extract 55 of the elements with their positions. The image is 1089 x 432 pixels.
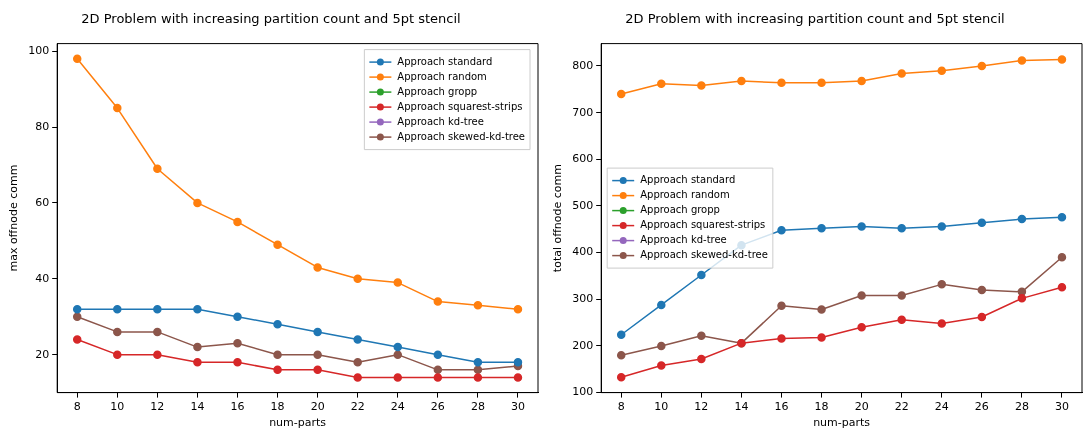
- y-tick-label: 100: [28, 44, 50, 58]
- x-tick-label: 26: [430, 400, 445, 414]
- x-tick-label: 20: [310, 400, 325, 414]
- x-tick-label: 26: [974, 400, 989, 414]
- legend-label: Approach gropp: [397, 85, 478, 97]
- y-tick-label: 20: [35, 347, 50, 361]
- y-tick-label: 200: [572, 338, 594, 352]
- y-tick-label: 500: [572, 198, 594, 212]
- x-axis-title: num-parts: [813, 416, 871, 430]
- legend-label: Approach standard: [397, 55, 493, 67]
- y-tick-label: 700: [572, 105, 594, 119]
- x-tick-label: 24: [390, 400, 405, 414]
- x-tick-label: 30: [1054, 400, 1069, 414]
- y-tick-label: 600: [572, 152, 594, 166]
- chart-title: 2D Problem with increasing partition count and 5pt stencil: [81, 11, 461, 27]
- x-tick-label: 16: [230, 400, 245, 414]
- x-tick-label: 28: [470, 400, 485, 414]
- x-tick-label: 8: [617, 400, 625, 414]
- x-tick-label: 16: [774, 400, 789, 414]
- x-tick-label: 18: [814, 400, 829, 414]
- y-tick-label: 60: [35, 195, 50, 209]
- y-tick-label: 80: [35, 119, 50, 133]
- x-tick-label: 18: [270, 400, 285, 414]
- x-tick-label: 14: [734, 400, 749, 414]
- legend-label: Approach random: [397, 70, 487, 82]
- legend-label: Approach squarest-strips: [397, 100, 523, 112]
- x-tick-label: 28: [1014, 400, 1029, 414]
- y-axis-title: max offnode comm: [7, 164, 21, 272]
- x-tick-label: 24: [934, 400, 949, 414]
- legend-label: Approach gropp: [640, 204, 720, 216]
- x-tick-label: 22: [894, 400, 909, 414]
- y-tick-label: 40: [35, 271, 50, 285]
- chart-title: 2D Problem with increasing partition count and 5pt stencil: [625, 11, 1005, 27]
- legend-label: Approach squarest-strips: [640, 219, 766, 231]
- y-tick-label: 300: [572, 292, 594, 306]
- legend-label: Approach skewed-kd-tree: [397, 130, 525, 142]
- x-tick-label: 10: [654, 400, 669, 414]
- x-tick-label: 12: [694, 400, 709, 414]
- y-tick-label: 800: [572, 58, 594, 72]
- x-tick-label: 10: [110, 400, 125, 414]
- y-axis-title: total offnode comm: [551, 164, 565, 273]
- x-tick-label: 20: [854, 400, 869, 414]
- legend-label: Approach skewed-kd-tree: [640, 249, 768, 261]
- x-tick-label: 22: [350, 400, 365, 414]
- x-tick-label: 14: [190, 400, 205, 414]
- x-tick-label: 8: [73, 400, 81, 414]
- legend-label: Approach standard: [640, 174, 736, 186]
- x-tick-label: 30: [510, 400, 525, 414]
- legend-label: Approach kd-tree: [397, 115, 484, 127]
- x-tick-label: 12: [150, 400, 165, 414]
- legend-label: Approach kd-tree: [640, 234, 727, 246]
- y-tick-label: 400: [572, 245, 594, 259]
- y-tick-label: 100: [572, 385, 594, 399]
- legend-label: Approach random: [640, 189, 730, 201]
- x-axis-title: num-parts: [269, 416, 327, 430]
